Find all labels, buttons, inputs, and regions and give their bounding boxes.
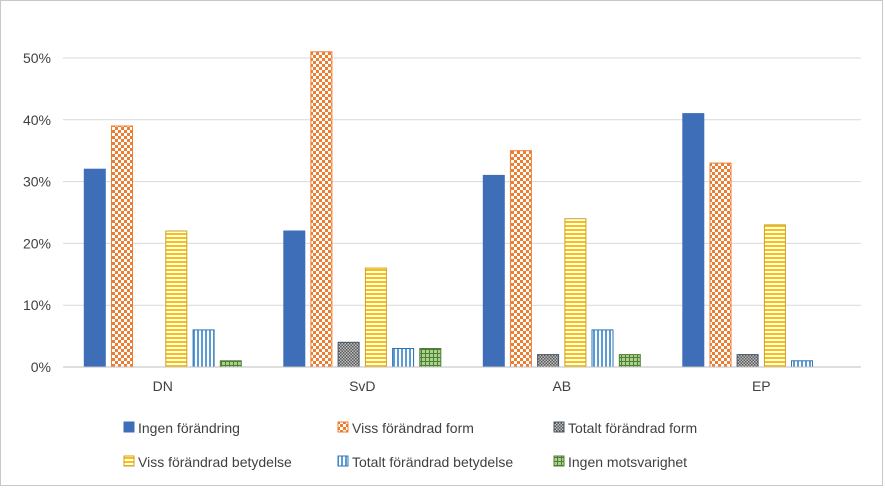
legend: Ingen förändring Viss förändrad form Total… (123, 420, 697, 470)
y-tick-label: 50% (23, 50, 51, 66)
legend-swatch (123, 455, 135, 467)
bar-ab-5 (618, 354, 641, 368)
y-tick-label: 10% (23, 297, 51, 313)
bar-ab-2 (537, 354, 560, 368)
y-tick-label: 40% (23, 112, 51, 128)
x-axis: DN SvD AB EP (63, 366, 861, 394)
bars (83, 51, 813, 368)
bar-dn-1 (111, 125, 133, 368)
bar-ep-3 (763, 224, 786, 368)
y-axis: 0% 10% 20% 30% 40% 50% (23, 50, 51, 375)
legend-swatch (553, 421, 565, 433)
x-tick-label: AB (552, 378, 571, 394)
bar-ep-0 (682, 113, 705, 368)
y-tick-label: 30% (23, 174, 51, 190)
legend-swatch (553, 455, 565, 467)
legend-label: Viss förändrad betydelse (138, 454, 292, 470)
legend-label: Ingen motsvarighet (568, 454, 687, 470)
bar-ep-4 (791, 360, 813, 368)
x-tick-label: EP (752, 378, 771, 394)
legend-swatch (123, 421, 135, 433)
bar-dn-3 (165, 230, 188, 368)
bar-svd-5 (419, 348, 442, 368)
y-tick-label: 0% (31, 359, 51, 375)
y-tick-label: 20% (23, 235, 51, 251)
bar-svd-0 (283, 230, 306, 368)
bar-dn-0 (83, 168, 106, 368)
bar-dn-4 (192, 329, 215, 368)
legend-label: Viss förändrad form (352, 420, 474, 436)
bar-ab-4 (591, 329, 614, 368)
legend-label: Ingen förändring (138, 420, 240, 436)
bar-svd-2 (337, 341, 360, 368)
bar-svd-3 (364, 267, 387, 368)
bar-ab-0 (482, 174, 505, 368)
x-tick-label: SvD (349, 378, 375, 394)
bar-ab-3 (564, 218, 587, 368)
legend-swatch (337, 421, 349, 433)
bar-svd-1 (310, 51, 333, 368)
bar-svd-4 (392, 348, 415, 368)
legend-label: Totalt förändrad form (568, 420, 697, 436)
bar-dn-5 (219, 360, 242, 368)
legend-label: Totalt förändrad betydelse (352, 454, 513, 470)
bar-ep-2 (736, 354, 759, 368)
x-tick-label: DN (153, 378, 173, 394)
bar-ab-1 (509, 150, 532, 368)
bar-ep-1 (709, 162, 732, 368)
legend-swatch (337, 455, 349, 467)
